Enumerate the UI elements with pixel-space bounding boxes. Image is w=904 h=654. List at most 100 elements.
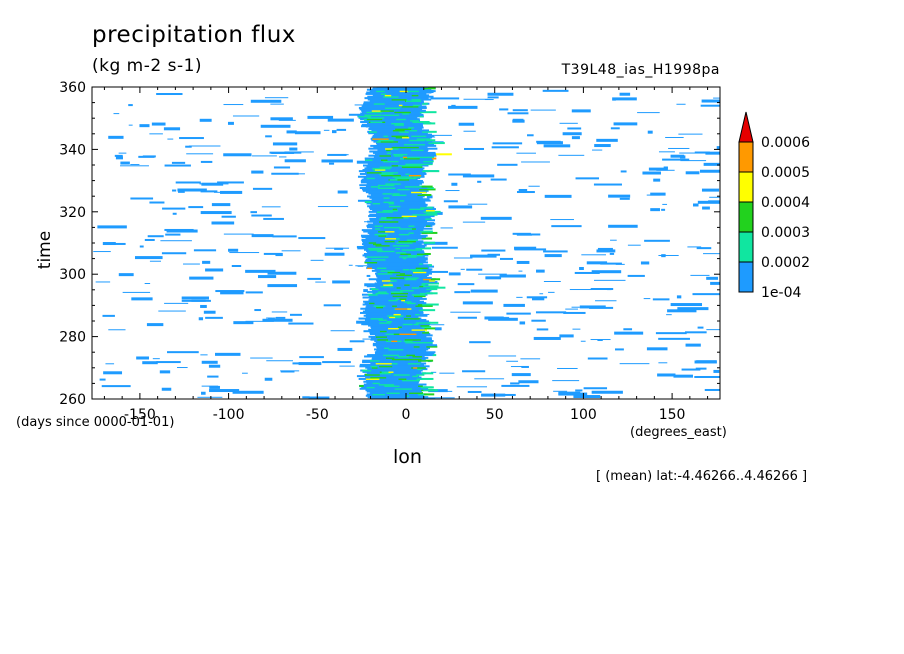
band-streak [368,278,436,281]
band-core [402,379,420,382]
band-core [409,248,422,251]
band-core [413,271,427,274]
band-core [376,210,393,213]
band-core [419,115,424,118]
band-streak [374,334,433,337]
band-core [379,172,394,175]
band-core [408,224,415,227]
precip-streak [245,291,263,294]
precip-streak [678,133,703,135]
precip-streak [189,276,214,280]
band-streak [369,213,430,216]
precip-streak [657,373,676,377]
y-tick-label: 340 [59,142,86,158]
precip-streak [336,128,347,131]
band-core [379,220,386,223]
precip-streak [615,263,625,265]
band-core [381,370,389,373]
precip-streak [462,221,486,223]
band-streak [367,195,425,198]
band-streak [367,168,424,171]
x-axis-units: (degrees_east) [630,425,727,440]
precip-streak [487,96,499,99]
precip-streak [223,153,252,157]
precip-streak [268,317,275,320]
band-core [403,387,410,390]
band-core [364,373,380,376]
precip-streak [331,130,337,134]
heatmap-field [93,87,720,399]
colorbar-label: 1e-04 [761,285,801,301]
precip-streak [518,188,528,192]
band-core [372,393,385,396]
band-streak [364,97,429,100]
precip-streak [325,247,350,249]
band-core [411,149,424,152]
band-core [380,167,391,170]
band-core [373,102,385,105]
band-core [412,213,426,216]
precip-streak [460,268,465,270]
precip-streak [99,378,106,381]
precip-streak [289,313,302,316]
precip-streak [528,185,540,187]
precip-streak [120,161,130,165]
band-streak [367,95,434,98]
band-streak [368,210,433,213]
band-core [402,257,407,260]
band-streak [370,203,428,206]
precip-streak [254,309,262,312]
precip-streak [281,250,301,252]
precip-streak [677,307,709,311]
precip-streak [647,130,653,134]
precip-streak [298,362,322,366]
precip-streak [552,380,580,382]
band-streak [367,130,428,133]
colorbar-label: 0.0003 [761,225,810,241]
precip-streak [701,188,720,192]
precip-streak [251,214,272,217]
precip-streak [571,136,580,140]
band-core [404,338,421,341]
precip-streak [158,310,186,312]
band-core [399,227,417,230]
band-core [419,309,436,312]
precip-streak [139,245,144,248]
precip-streak [477,180,482,183]
band-core [381,174,387,177]
band-core [372,382,380,385]
precip-streak [198,317,204,321]
band-streak [366,372,427,375]
precip-streak [337,190,348,194]
precip-streak [205,316,223,319]
band-streak [376,279,431,282]
precip-streak [424,241,448,245]
precip-streak [694,151,710,154]
band-core [420,230,433,233]
precip-streak [710,281,720,285]
precip-streak [323,129,330,131]
band-core [375,362,393,365]
precip-streak [113,113,120,115]
precip-streak [614,348,624,351]
band-core [389,316,396,319]
precip-streak [533,336,561,340]
band-streak [366,285,427,288]
precip-streak [233,321,254,325]
precip-streak [591,270,622,274]
band-core [385,182,401,185]
band-core [401,146,419,149]
band-streak [362,254,429,257]
band-core [401,165,414,168]
precip-streak [466,268,483,271]
band-core [385,333,401,336]
band-core [392,153,408,156]
precip-streak [551,225,582,228]
band-core [386,320,393,323]
band-streak [372,356,429,359]
band-core [365,377,380,380]
band-core [373,304,386,307]
band-core [421,285,439,288]
precip-streak [511,373,531,377]
precip-streak [535,311,567,314]
